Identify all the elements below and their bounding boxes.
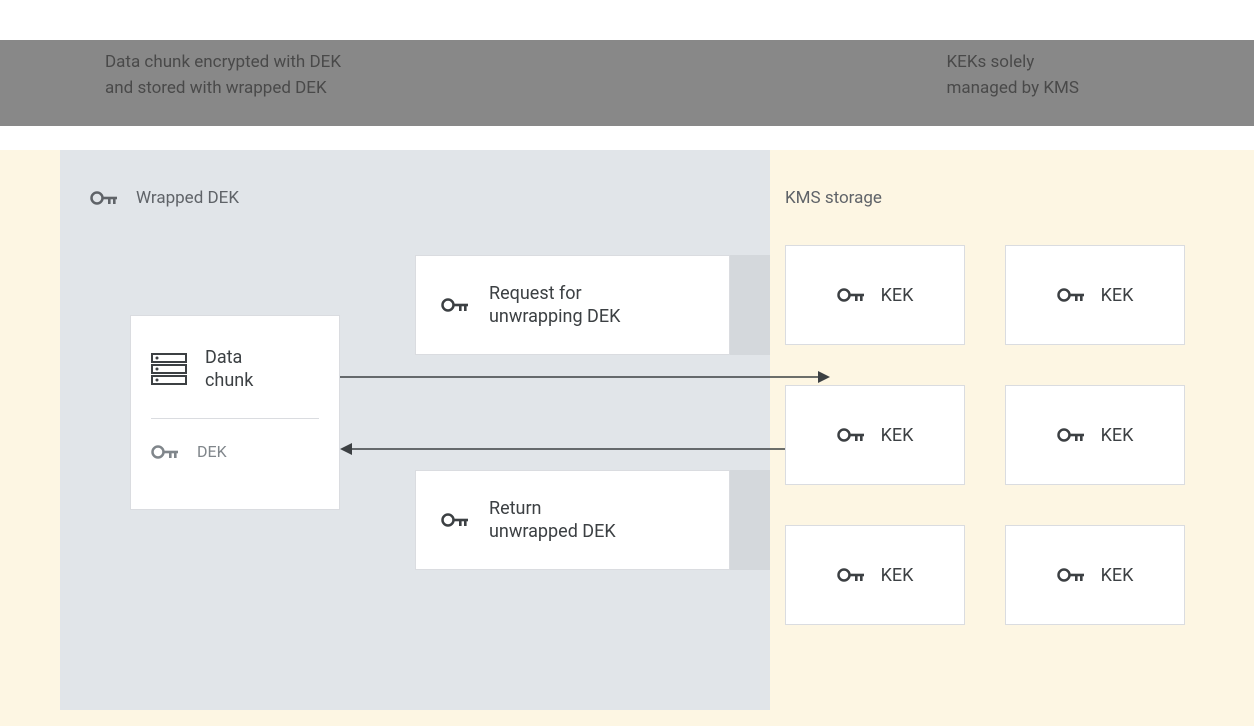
kek-key-icon xyxy=(837,565,865,585)
kek-box: KEK xyxy=(785,525,965,625)
kms-storage-label: KMS storage xyxy=(785,188,882,208)
disk-icon xyxy=(151,353,187,385)
kek-box: KEK xyxy=(785,245,965,345)
main-container: Wrapped DEK Data chunk xyxy=(0,150,1254,726)
gray-slot-bottom xyxy=(730,470,770,570)
return-key-icon xyxy=(441,510,469,530)
kek-box: KEK xyxy=(1005,525,1185,625)
wrapped-dek-label: Wrapped DEK xyxy=(90,188,239,208)
kek-key-icon xyxy=(837,425,865,445)
wrapped-key-icon xyxy=(90,188,118,208)
kek-key-icon xyxy=(1057,425,1085,445)
kek-box: KEK xyxy=(1005,245,1185,345)
request-box: Request for unwrapping DEK xyxy=(415,255,730,355)
divider xyxy=(151,418,319,419)
data-chunk-label: Data chunk xyxy=(205,346,253,393)
gray-slot-top xyxy=(730,255,770,355)
kek-grid: KEK KEK KEK xyxy=(785,245,1185,625)
arrow-left-icon xyxy=(340,443,830,455)
request-key-icon xyxy=(441,295,469,315)
data-chunk-box: Data chunk DEK xyxy=(130,315,340,510)
header-overlay xyxy=(0,40,1254,126)
dek-key-icon xyxy=(151,442,179,462)
return-text: Return unwrapped DEK xyxy=(489,497,616,544)
return-box: Return unwrapped DEK xyxy=(415,470,730,570)
wrapped-dek-text: Wrapped DEK xyxy=(136,188,239,208)
kek-box: KEK xyxy=(785,385,965,485)
kek-box: KEK xyxy=(1005,385,1185,485)
storage-panel: Wrapped DEK Data chunk xyxy=(60,150,770,710)
dek-label: DEK xyxy=(197,442,227,461)
kek-key-icon xyxy=(1057,285,1085,305)
request-text: Request for unwrapping DEK xyxy=(489,282,620,329)
kek-key-icon xyxy=(837,285,865,305)
arrow-right-icon xyxy=(340,371,830,383)
kek-key-icon xyxy=(1057,565,1085,585)
